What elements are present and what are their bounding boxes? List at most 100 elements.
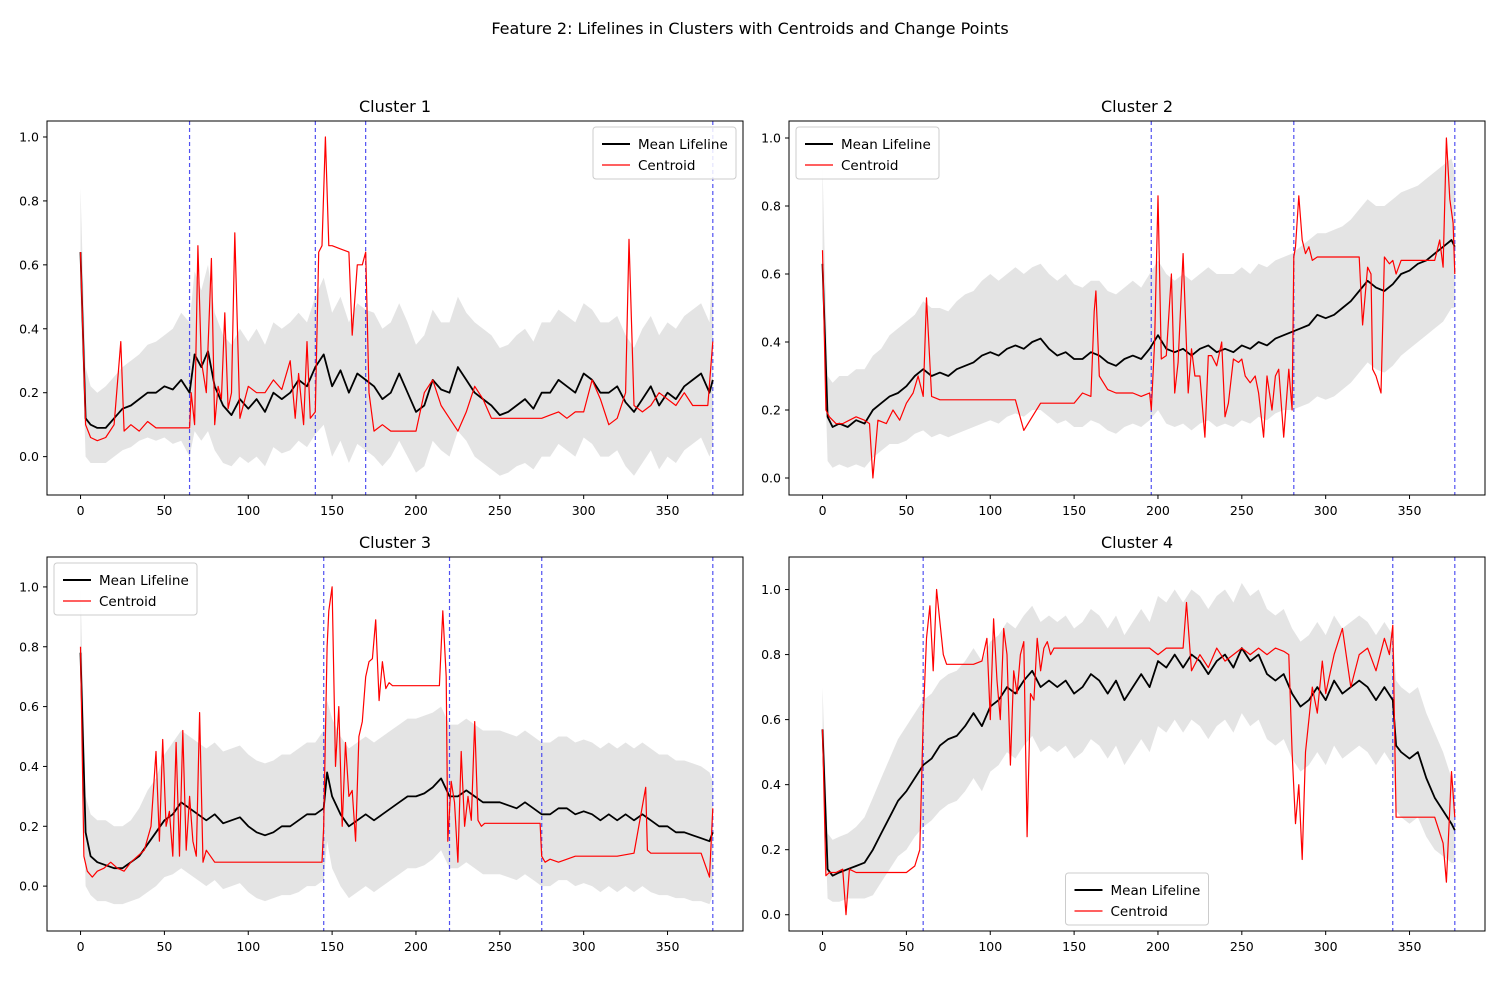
legend-mean-label: Mean Lifeline [638, 137, 728, 153]
legend-box [53, 562, 198, 616]
x-tick-label: 300 [1314, 503, 1338, 518]
x-tick-label: 250 [1230, 503, 1254, 518]
subplot-cluster-1: Cluster 1 0 50 100 150 200 250 300 350 0.0 0.2 0.4 0… [19, 97, 744, 518]
legend: Mean Lifeline Centroid [1065, 872, 1209, 926]
x-tick-label: 150 [320, 503, 344, 518]
x-tick-label: 0 [77, 503, 85, 518]
x-tick-label: 50 [898, 503, 914, 518]
x-tick-label: 300 [572, 939, 596, 954]
y-tick-label: 0.0 [19, 449, 39, 464]
y-tick-label: 0.0 [19, 879, 39, 894]
x-tick-label: 100 [978, 503, 1002, 518]
legend-mean-label: Mean Lifeline [841, 137, 931, 153]
centroid-line [79, 586, 714, 878]
mean-lifeline-line [821, 647, 1456, 877]
x-tick-label: 350 [1398, 503, 1422, 518]
legend-mean-label: Mean Lifeline [99, 573, 189, 589]
x-tick-label: 200 [404, 503, 428, 518]
y-tick-label: 0.4 [761, 335, 781, 350]
panel-title: Cluster 1 [359, 97, 431, 116]
x-tick-label: 50 [898, 939, 914, 954]
x-tick-label: 150 [1062, 503, 1086, 518]
axes-frame [788, 120, 1486, 496]
legend-centroid-label: Centroid [638, 158, 695, 174]
subplot-cluster-3: Cluster 3 0 50 100 150 200 250 300 350 0.0 0.2 0.4 0… [19, 533, 744, 954]
centroid-line [821, 588, 1456, 916]
mean-lifeline-line [79, 252, 714, 429]
legend-centroid-label: Centroid [841, 158, 898, 174]
legend-box [592, 126, 737, 180]
panel-title: Cluster 3 [359, 533, 431, 552]
x-tick-label: 350 [1398, 939, 1422, 954]
std-band [80, 586, 713, 905]
x-tick-label: 300 [572, 503, 596, 518]
x-tick-label: 50 [156, 939, 172, 954]
x-tick-label: 300 [1314, 939, 1338, 954]
centroid-line [79, 136, 714, 442]
plot-area [821, 121, 1456, 495]
legend: Mean Lifeline Centroid [795, 126, 940, 180]
x-tick-label: 250 [488, 939, 512, 954]
legend-centroid-label: Centroid [1111, 904, 1168, 920]
y-tick-label: 1.0 [761, 582, 781, 597]
subplot-cluster-2: Cluster 2 0 50 100 150 200 250 300 350 0.0 0.2 0.4 0… [761, 97, 1486, 518]
y-tick-label: 0.8 [761, 647, 781, 662]
axes-frame [46, 556, 744, 932]
y-tick-label: 1.0 [19, 579, 39, 594]
y-tick-label: 1.0 [19, 129, 39, 144]
legend-mean-label: Mean Lifeline [1111, 883, 1201, 899]
legend: Mean Lifeline Centroid [592, 126, 737, 180]
subplot-cluster-4: Cluster 4 0 50 100 150 200 250 300 350 0.0 0.2 0.4 0… [761, 533, 1486, 954]
std-band [822, 158, 1455, 468]
panel-title: Cluster 2 [1101, 97, 1173, 116]
y-tick-label: 0.0 [761, 907, 781, 922]
x-tick-label: 200 [1146, 503, 1170, 518]
y-tick-label: 0.2 [761, 403, 781, 418]
x-tick-label: 100 [236, 939, 260, 954]
y-tick-label: 0.6 [19, 257, 39, 272]
legend: Mean Lifeline Centroid [53, 562, 198, 616]
centroid-line [821, 137, 1456, 479]
x-tick-label: 100 [978, 939, 1002, 954]
y-tick-label: 0.2 [761, 842, 781, 857]
legend-box [1065, 872, 1209, 926]
x-tick-label: 350 [656, 939, 680, 954]
panel-title: Cluster 4 [1101, 533, 1173, 552]
x-tick-label: 150 [1062, 939, 1086, 954]
plot-area [79, 557, 714, 931]
x-tick-label: 0 [77, 939, 85, 954]
x-tick-label: 50 [156, 503, 172, 518]
y-tick-label: 0.6 [19, 699, 39, 714]
x-tick-label: 100 [236, 503, 260, 518]
x-tick-label: 250 [488, 503, 512, 518]
y-tick-label: 0.6 [761, 267, 781, 282]
plot-area [821, 557, 1456, 931]
y-tick-label: 0.2 [19, 819, 39, 834]
x-tick-label: 350 [656, 503, 680, 518]
x-tick-label: 0 [819, 503, 827, 518]
std-band [80, 188, 713, 476]
x-tick-label: 200 [404, 939, 428, 954]
y-tick-label: 1.0 [761, 131, 781, 146]
mean-lifeline-line [821, 239, 1456, 428]
y-tick-label: 0.8 [19, 639, 39, 654]
legend-centroid-label: Centroid [99, 594, 156, 610]
y-tick-label: 0.4 [19, 759, 39, 774]
x-tick-label: 0 [819, 939, 827, 954]
x-tick-label: 250 [1230, 939, 1254, 954]
y-tick-label: 0.8 [761, 199, 781, 214]
y-tick-label: 0.4 [761, 777, 781, 792]
plot-area [79, 121, 714, 495]
figure-title: Feature 2: Lifelines in Clusters with Ce… [491, 19, 1008, 38]
axes-frame [788, 556, 1486, 932]
x-tick-label: 200 [1146, 939, 1170, 954]
legend-box [795, 126, 940, 180]
y-tick-label: 0.0 [761, 471, 781, 486]
std-band [822, 583, 1455, 902]
axes-frame [46, 120, 744, 496]
x-tick-label: 150 [320, 939, 344, 954]
y-tick-label: 0.8 [19, 193, 39, 208]
y-tick-label: 0.4 [19, 321, 39, 336]
y-tick-label: 0.2 [19, 385, 39, 400]
